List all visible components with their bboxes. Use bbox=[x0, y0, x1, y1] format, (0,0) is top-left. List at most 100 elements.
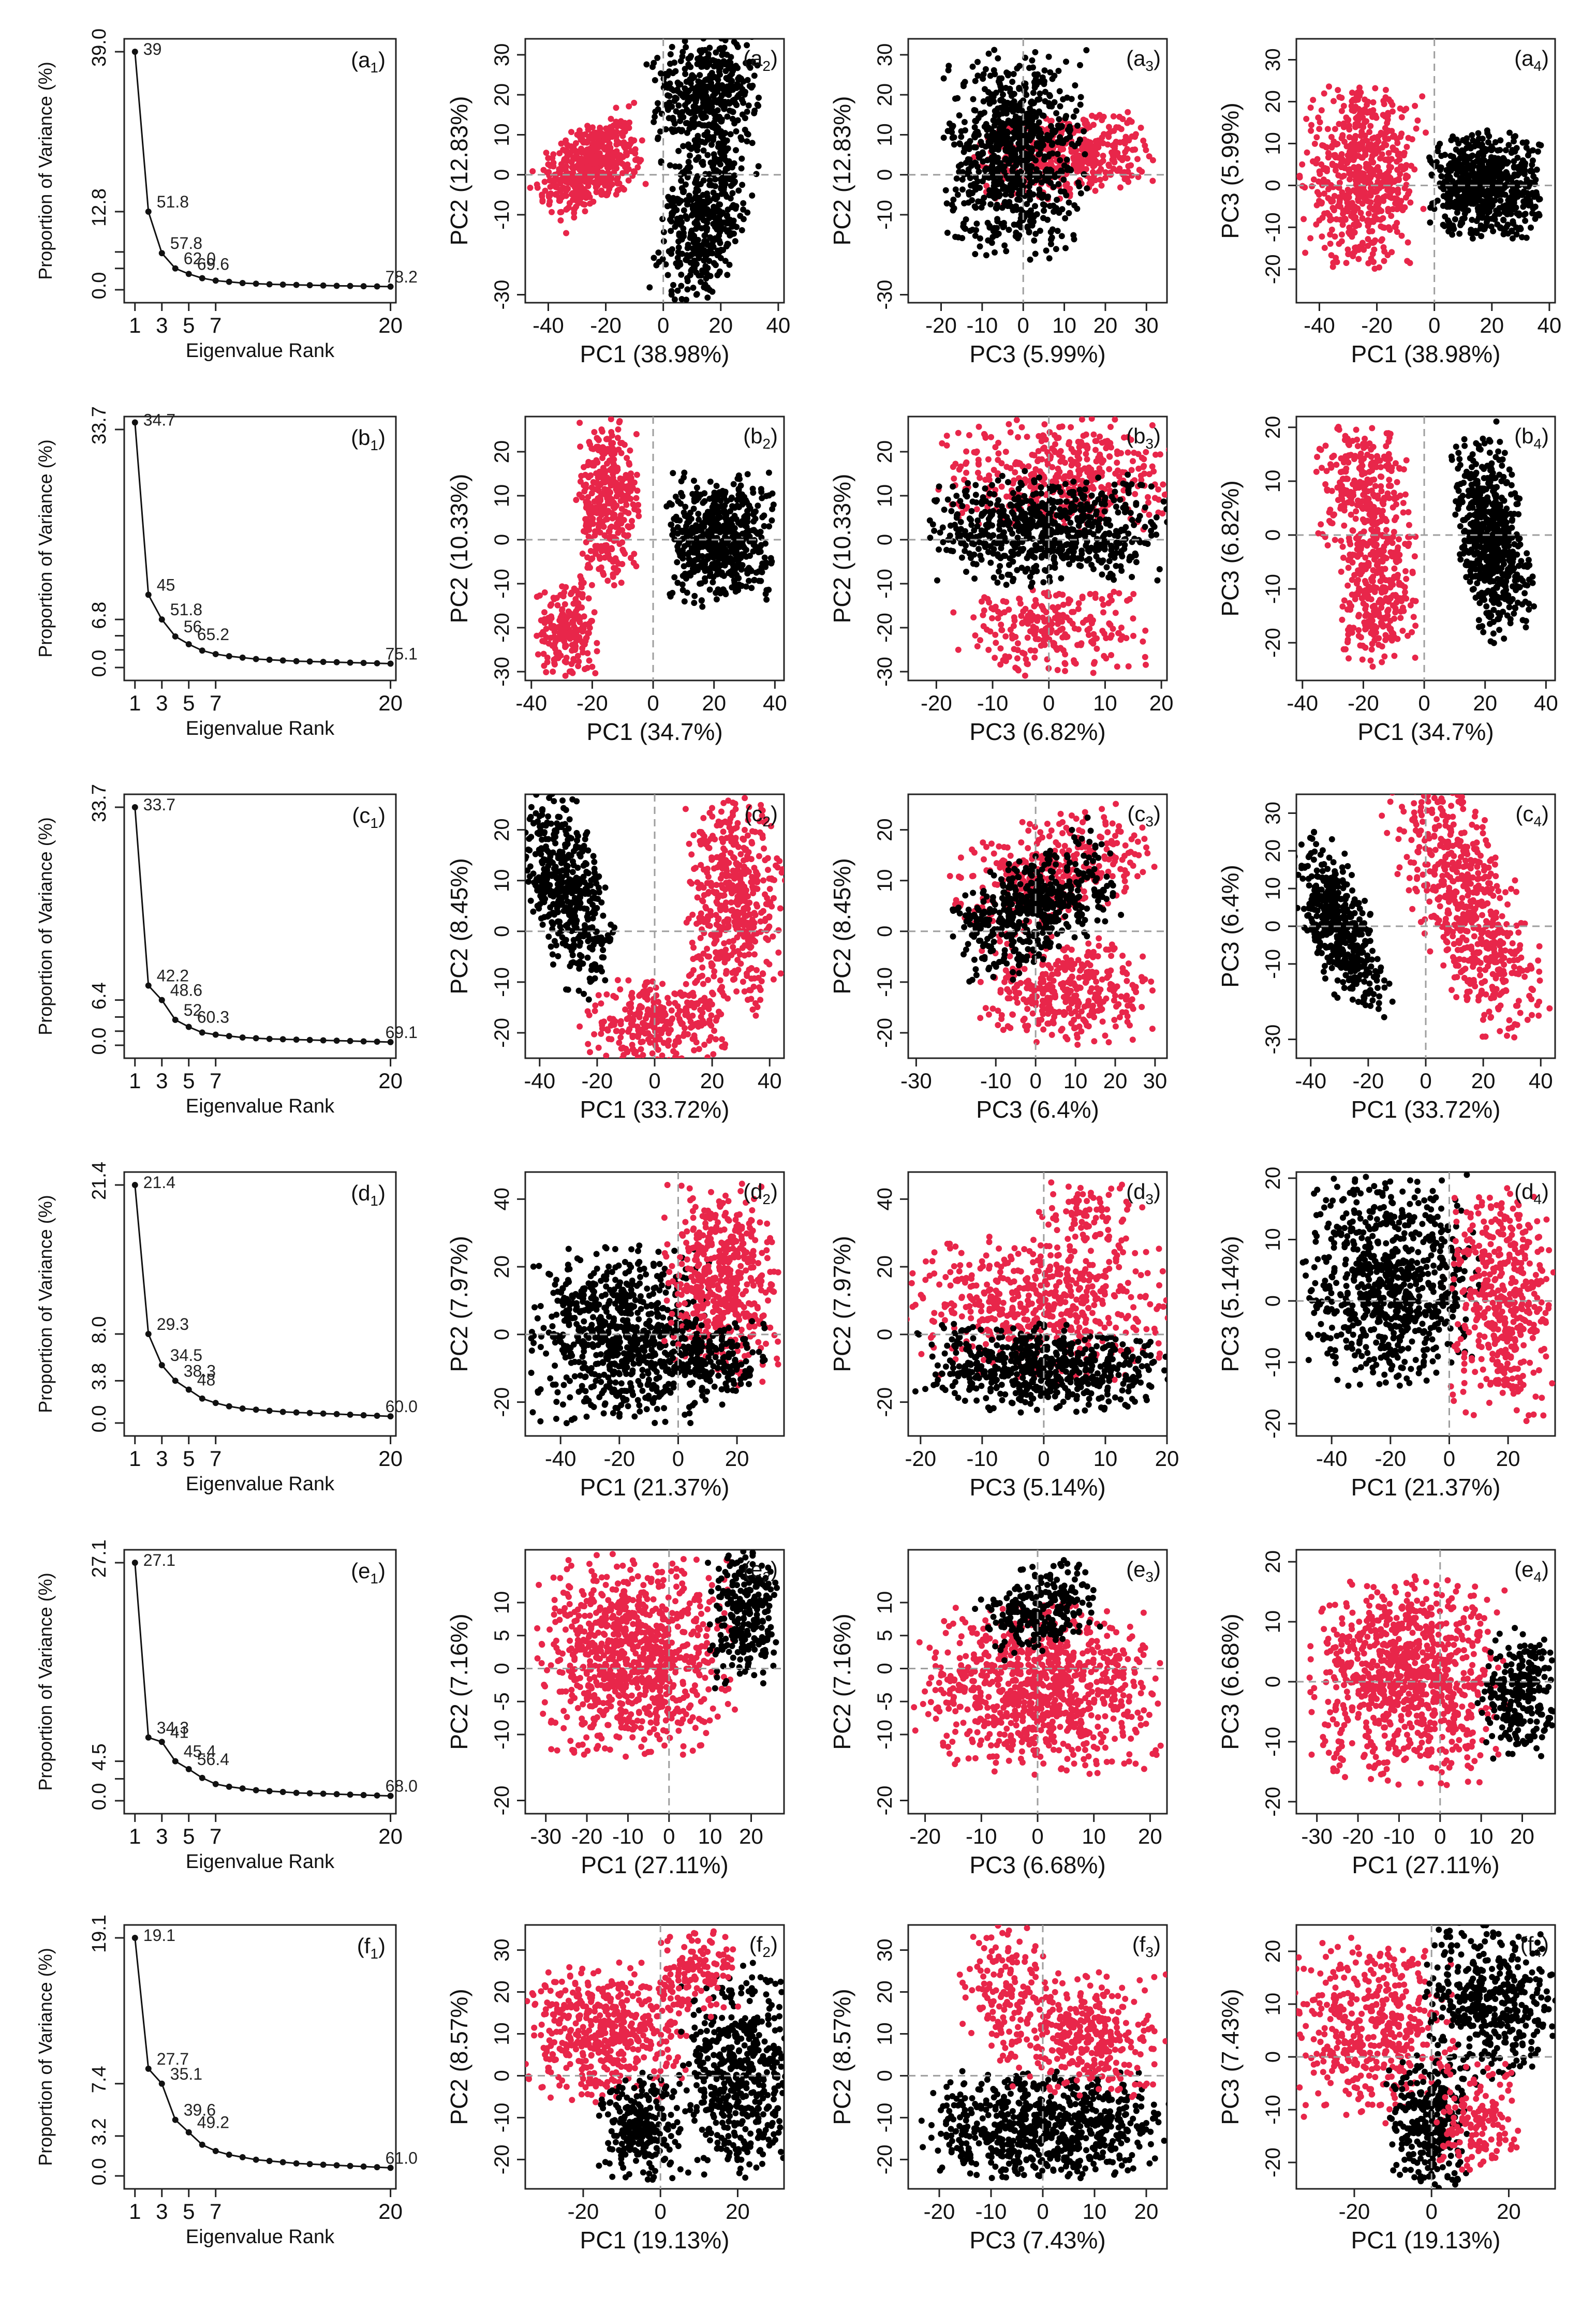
data-point bbox=[1355, 247, 1362, 253]
data-point bbox=[1530, 157, 1536, 164]
data-point bbox=[723, 166, 729, 172]
scree-point bbox=[374, 284, 380, 290]
scatter-points bbox=[941, 47, 1156, 263]
data-point bbox=[1011, 221, 1017, 228]
scree-point bbox=[347, 659, 353, 665]
data-point bbox=[1507, 195, 1513, 201]
data-point bbox=[679, 493, 686, 499]
data-point bbox=[1522, 218, 1528, 224]
data-point bbox=[1301, 216, 1307, 222]
data-point bbox=[1092, 188, 1099, 194]
data-point bbox=[1407, 199, 1413, 205]
data-point bbox=[679, 53, 686, 60]
data-point bbox=[560, 173, 567, 179]
data-point bbox=[1048, 241, 1054, 247]
data-point bbox=[1327, 197, 1333, 203]
data-point bbox=[593, 470, 599, 477]
data-point bbox=[731, 481, 737, 487]
panel-label: (a1) bbox=[351, 48, 386, 76]
data-point bbox=[763, 597, 770, 603]
data-point bbox=[606, 477, 612, 483]
scree-point bbox=[132, 49, 138, 55]
data-point bbox=[616, 180, 623, 186]
data-point bbox=[1027, 257, 1033, 263]
data-point bbox=[1405, 173, 1411, 180]
data-point bbox=[1491, 156, 1497, 162]
data-point bbox=[584, 634, 590, 641]
data-point bbox=[1498, 171, 1504, 177]
scree-point bbox=[145, 591, 152, 598]
data-point bbox=[1490, 146, 1496, 152]
data-point bbox=[739, 182, 745, 188]
data-point bbox=[1394, 158, 1400, 165]
data-point bbox=[592, 609, 598, 615]
data-point bbox=[624, 455, 630, 461]
x-axis-label: PC3 (5.99%) bbox=[969, 340, 1105, 367]
data-point bbox=[972, 186, 979, 192]
data-point bbox=[1339, 238, 1345, 244]
x-tick-label: -40 bbox=[533, 313, 564, 337]
data-point bbox=[1078, 190, 1084, 197]
data-point bbox=[1450, 178, 1456, 184]
data-point bbox=[738, 165, 745, 171]
data-point bbox=[605, 494, 612, 500]
y-tick-label: 30 bbox=[491, 43, 513, 67]
data-point bbox=[1396, 177, 1402, 183]
data-point bbox=[689, 116, 696, 123]
x-tick-label: 30 bbox=[1134, 313, 1159, 337]
data-point bbox=[1069, 141, 1075, 147]
data-point bbox=[629, 518, 635, 524]
data-point bbox=[588, 504, 595, 510]
x-tick-label: -20 bbox=[590, 313, 622, 337]
data-point bbox=[578, 581, 584, 587]
data-point bbox=[742, 127, 748, 133]
data-point bbox=[557, 209, 564, 215]
data-point bbox=[697, 581, 703, 587]
data-point bbox=[702, 232, 708, 239]
data-point bbox=[679, 93, 686, 99]
x-tick-label: 40 bbox=[1538, 313, 1562, 337]
data-point bbox=[690, 285, 697, 291]
data-point bbox=[588, 556, 594, 562]
data-point bbox=[1027, 197, 1033, 203]
data-point bbox=[589, 582, 595, 588]
data-point bbox=[1311, 176, 1317, 183]
data-point bbox=[654, 55, 660, 61]
data-point bbox=[1444, 195, 1450, 201]
data-point bbox=[631, 551, 637, 557]
data-point bbox=[1331, 98, 1337, 104]
data-point bbox=[989, 240, 995, 246]
data-point bbox=[586, 527, 592, 533]
scree-point bbox=[159, 250, 165, 256]
data-point bbox=[687, 153, 693, 159]
data-point bbox=[1099, 183, 1105, 189]
data-point bbox=[1377, 155, 1383, 161]
data-point bbox=[1488, 167, 1494, 173]
data-point bbox=[1039, 195, 1045, 201]
y-tick-label: -10 bbox=[491, 200, 513, 230]
data-point bbox=[972, 107, 979, 113]
data-point bbox=[593, 457, 599, 464]
data-point bbox=[567, 635, 573, 642]
data-point bbox=[596, 130, 602, 137]
data-point bbox=[1019, 180, 1025, 186]
data-point bbox=[589, 141, 596, 147]
x-tick-label: 0 bbox=[657, 313, 669, 337]
data-point bbox=[557, 217, 564, 224]
data-point bbox=[1403, 195, 1409, 201]
data-point bbox=[763, 591, 769, 597]
data-point bbox=[959, 186, 966, 192]
data-point bbox=[954, 175, 960, 182]
data-point bbox=[615, 426, 622, 433]
data-point bbox=[944, 230, 951, 236]
data-point bbox=[1033, 114, 1039, 120]
panel-label-close: ) bbox=[378, 48, 386, 72]
data-point bbox=[1057, 88, 1063, 94]
data-point bbox=[678, 272, 684, 278]
panel-label-open: ( bbox=[1514, 46, 1521, 70]
data-point bbox=[601, 157, 608, 163]
data-point bbox=[703, 114, 709, 120]
x-axis-label: PC1 (38.98%) bbox=[1351, 340, 1501, 367]
